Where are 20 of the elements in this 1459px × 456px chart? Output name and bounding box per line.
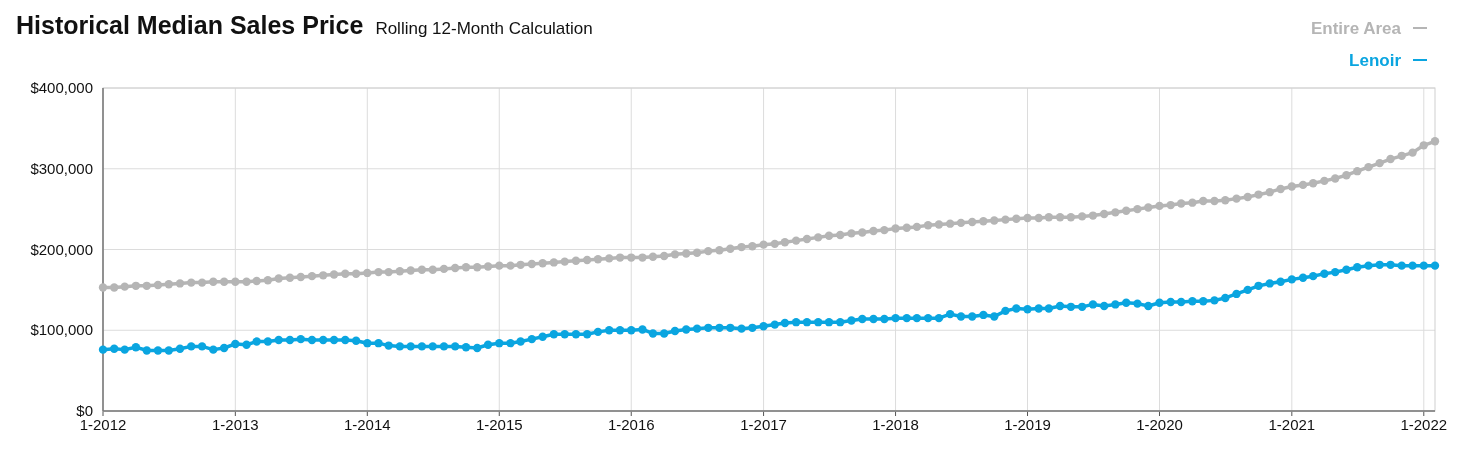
- x-tick-label: 1-2022: [1400, 416, 1448, 433]
- y-tick-label: $0: [76, 402, 93, 419]
- x-tick-label: 1-2016: [607, 416, 655, 433]
- x-tick-label: 1-2018: [872, 416, 919, 433]
- legend-label: Entire Area: [1310, 19, 1402, 38]
- legend-label: Lenoir: [1349, 51, 1402, 70]
- x-tick-label: 1-2021: [1268, 416, 1316, 433]
- x-tick-label: 1-2012: [79, 416, 127, 433]
- chart-subtitle: Rolling 12-Month Calculation: [375, 19, 593, 38]
- x-tick-label: 1-2013: [211, 416, 259, 433]
- y-tick-label: $200,000: [30, 240, 93, 258]
- y-tick-label: $100,000: [30, 321, 93, 339]
- y-tick-label: $400,000: [30, 79, 93, 96]
- x-tick-label: 1-2020: [1136, 416, 1183, 433]
- chart-title: Historical Median Sales Price: [16, 11, 364, 39]
- x-tick-label: 1-2014: [343, 416, 391, 433]
- x-tick-label: 1-2017: [740, 416, 787, 433]
- y-tick-label: $300,000: [30, 159, 93, 177]
- x-tick-label: 1-2019: [1004, 416, 1051, 433]
- x-tick-label: 1-2015: [475, 416, 523, 433]
